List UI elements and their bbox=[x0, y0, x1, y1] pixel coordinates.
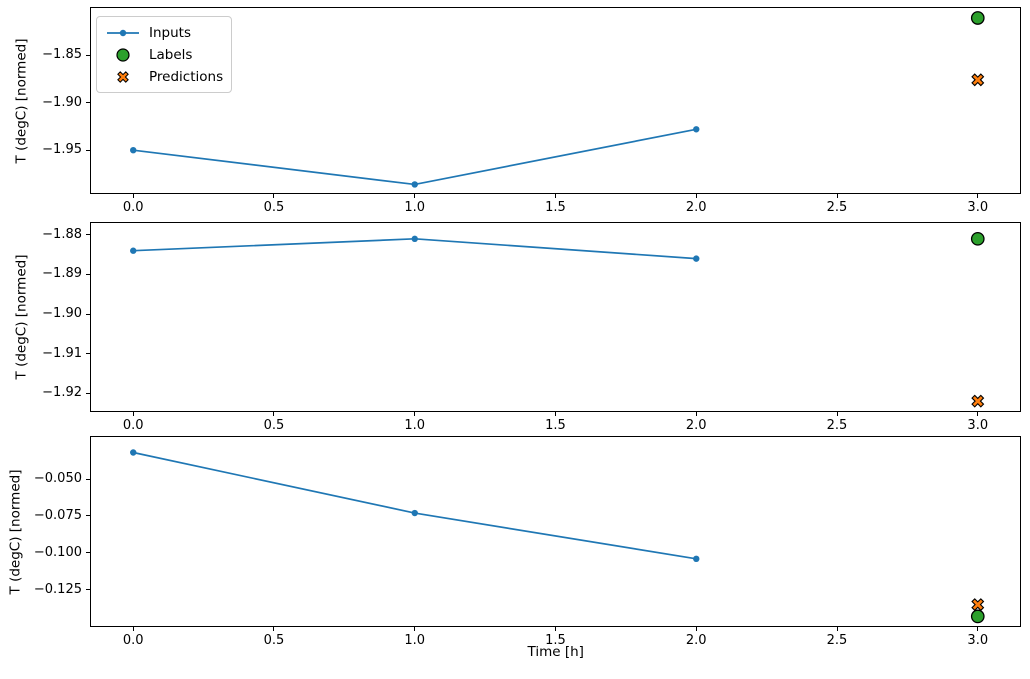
y-tick-label: −1.89 bbox=[42, 266, 82, 282]
x-tick-label: 0.0 bbox=[122, 633, 144, 648]
x-tick-mark bbox=[695, 627, 697, 631]
x-tick-label: 1.5 bbox=[545, 633, 566, 648]
x-tick-label: 0.5 bbox=[263, 200, 285, 215]
x-tick-mark bbox=[555, 194, 556, 198]
x-tick-mark bbox=[132, 412, 134, 416]
x-tick-mark bbox=[836, 412, 838, 416]
x-tick-mark bbox=[555, 412, 556, 416]
y-tick-label: −1.90 bbox=[42, 94, 82, 110]
y-axis-label-3: T (degC) [normed] bbox=[6, 469, 23, 594]
x-axis-label: Time [h] bbox=[527, 644, 584, 660]
y-tick-mark bbox=[86, 54, 90, 56]
x-tick-mark bbox=[273, 194, 275, 198]
y-tick-label: −1.91 bbox=[42, 345, 82, 361]
x-tick-mark bbox=[977, 194, 979, 198]
y-tick-mark bbox=[86, 552, 90, 554]
x-tick-label: 2.0 bbox=[685, 418, 707, 433]
x-tick-mark bbox=[132, 627, 134, 631]
y-tick-mark bbox=[86, 392, 90, 394]
inputs-line-dot-icon bbox=[107, 29, 139, 36]
y-tick-mark bbox=[86, 149, 90, 151]
x-tick-label: 2.5 bbox=[826, 418, 848, 433]
x-tick-label: 1.0 bbox=[404, 633, 426, 648]
x-tick-mark bbox=[414, 627, 416, 631]
y-tick-mark bbox=[86, 353, 90, 355]
x-tick-label: 1.0 bbox=[404, 200, 426, 215]
y-tick-mark bbox=[86, 234, 90, 236]
legend-label-inputs: Inputs bbox=[149, 24, 191, 41]
x-tick-mark bbox=[273, 627, 275, 631]
subplot-2 bbox=[90, 222, 1021, 412]
legend-label-predictions: Predictions bbox=[149, 68, 224, 85]
y-tick-mark bbox=[86, 478, 90, 480]
x-tick-label: 1.5 bbox=[545, 418, 566, 433]
x-tick-label: 2.0 bbox=[685, 633, 707, 648]
subplot-3 bbox=[90, 436, 1021, 627]
y-tick-mark bbox=[86, 102, 90, 104]
y-tick-label: −0.050 bbox=[33, 471, 82, 487]
y-tick-mark bbox=[86, 273, 90, 275]
y-tick-label: −1.95 bbox=[42, 142, 82, 158]
y-tick-label: −0.075 bbox=[33, 507, 82, 523]
x-tick-label: 0.0 bbox=[122, 200, 144, 215]
x-tick-mark bbox=[695, 412, 697, 416]
y-tick-mark bbox=[86, 589, 90, 591]
x-tick-mark bbox=[132, 194, 134, 198]
x-tick-mark bbox=[836, 627, 838, 631]
subplot-1 bbox=[90, 7, 1021, 194]
y-tick-mark bbox=[86, 515, 90, 517]
y-tick-label: −1.85 bbox=[42, 47, 82, 63]
y-tick-label: −1.88 bbox=[42, 226, 82, 242]
x-tick-label: 1.0 bbox=[404, 418, 426, 433]
x-tick-mark bbox=[273, 412, 275, 416]
x-tick-label: 2.0 bbox=[685, 200, 707, 215]
x-tick-label: 3.0 bbox=[967, 418, 989, 433]
legend-item-predictions: Predictions bbox=[105, 66, 223, 87]
y-tick-label: −0.125 bbox=[33, 581, 82, 597]
legend-item-labels: Labels bbox=[105, 44, 223, 65]
legend: Inputs Labels Predictions bbox=[96, 16, 233, 93]
x-tick-label: 1.5 bbox=[545, 200, 566, 215]
x-tick-mark bbox=[836, 194, 838, 198]
legend-label-labels: Labels bbox=[149, 46, 193, 63]
predictions-x-icon bbox=[117, 70, 129, 83]
x-tick-label: 0.5 bbox=[263, 418, 285, 433]
x-tick-label: 3.0 bbox=[967, 200, 989, 215]
x-tick-mark bbox=[414, 194, 416, 198]
x-tick-mark bbox=[977, 627, 979, 631]
x-tick-mark bbox=[695, 194, 697, 198]
legend-item-inputs: Inputs bbox=[105, 22, 223, 43]
x-tick-label: 0.0 bbox=[122, 418, 144, 433]
x-tick-label: 2.5 bbox=[826, 200, 848, 215]
y-tick-label: −1.92 bbox=[42, 385, 82, 401]
labels-circle-icon bbox=[116, 47, 130, 62]
x-tick-label: 3.0 bbox=[967, 633, 989, 648]
y-tick-label: −0.100 bbox=[33, 544, 82, 560]
x-tick-label: 0.5 bbox=[263, 633, 285, 648]
x-tick-mark bbox=[977, 412, 979, 416]
x-tick-label: 2.5 bbox=[826, 633, 848, 648]
x-tick-mark bbox=[555, 627, 556, 631]
y-tick-mark bbox=[86, 313, 90, 315]
y-tick-label: −1.90 bbox=[42, 306, 82, 322]
x-tick-mark bbox=[414, 412, 416, 416]
